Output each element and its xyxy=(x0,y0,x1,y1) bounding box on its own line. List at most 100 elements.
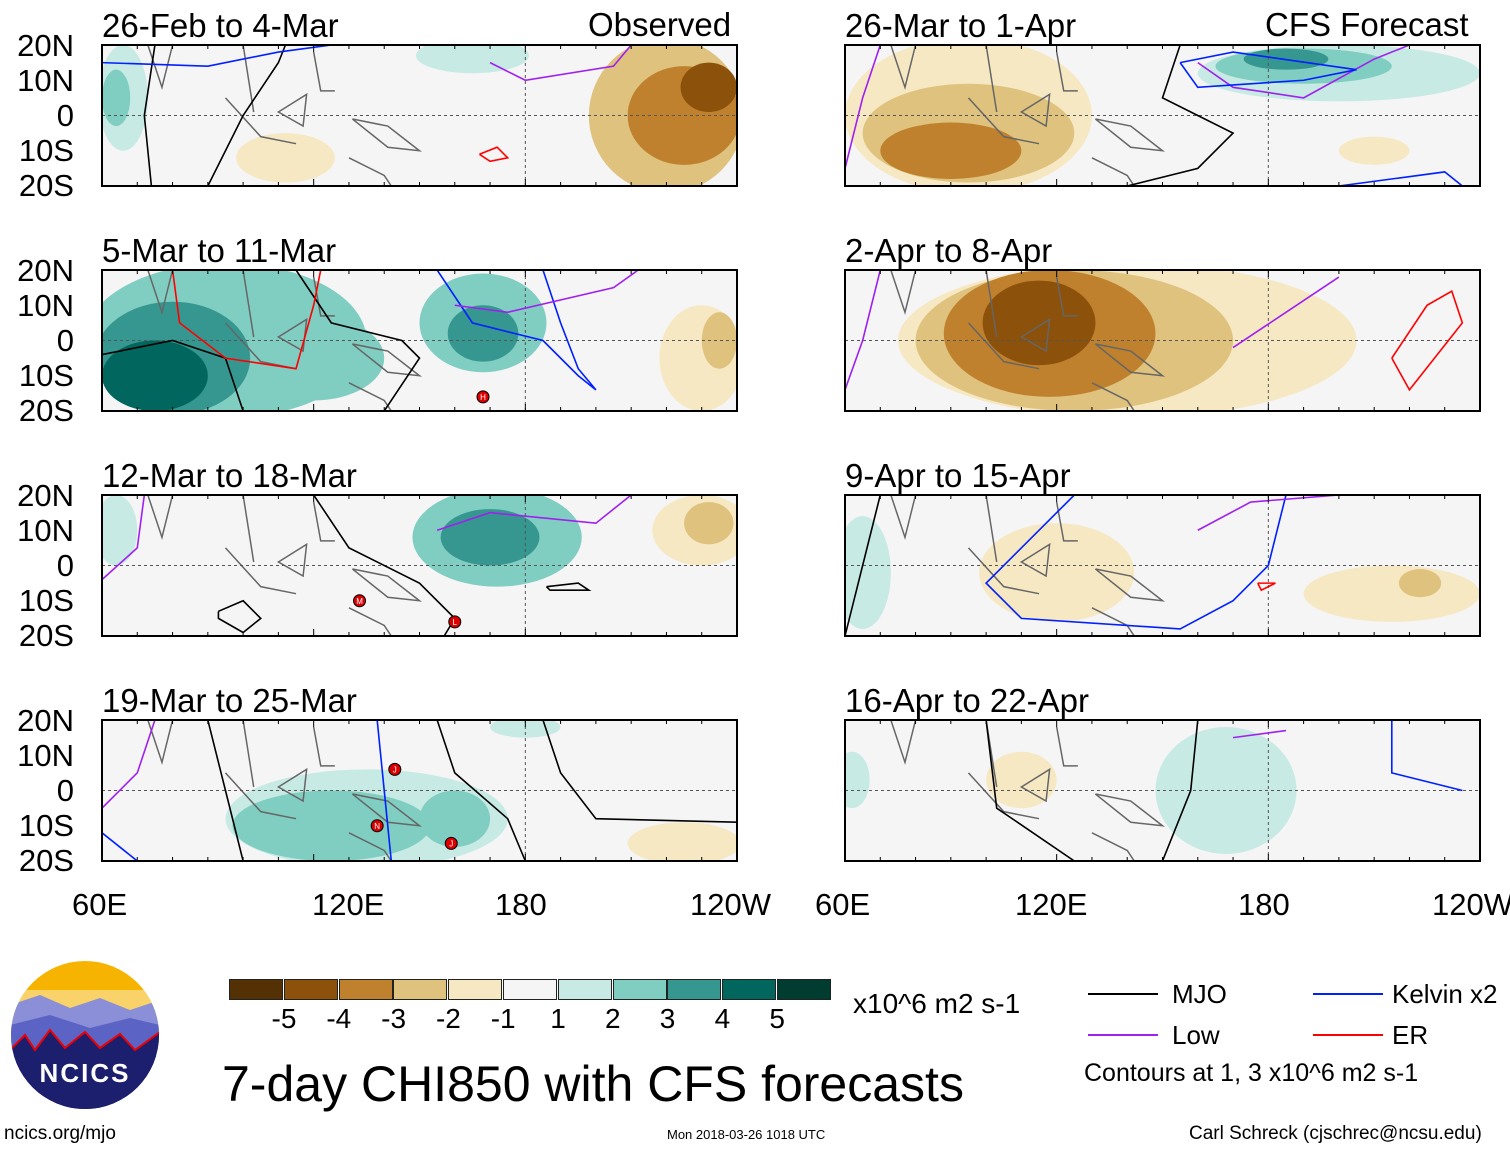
contour-kelvin xyxy=(1391,720,1463,792)
panel-title: 12-Mar to 18-Mar xyxy=(102,457,357,494)
anomaly-shading xyxy=(415,45,529,74)
footer-timestamp: Mon 2018-03-26 1018 UTC xyxy=(667,1127,826,1142)
anomaly-shading xyxy=(680,62,737,112)
contour-mjo xyxy=(545,582,592,591)
anomaly-shading xyxy=(880,122,1022,179)
contour-mjo xyxy=(436,720,527,861)
contour-mjo xyxy=(143,45,156,186)
contour-low xyxy=(102,495,146,581)
lon-label: 120W xyxy=(1432,887,1510,922)
panel-title: 5-Mar to 11-Mar xyxy=(102,232,337,269)
contour-low xyxy=(845,45,882,169)
storm-label: J xyxy=(393,765,397,774)
forecast-header: CFS Forecast xyxy=(1265,6,1469,43)
contour-kelvin xyxy=(1338,171,1463,186)
contour-mjo xyxy=(102,339,244,411)
colorbar-label: -2 xyxy=(435,1003,461,1034)
lat-label: 10S xyxy=(18,133,74,168)
lat-label: 10N xyxy=(17,63,74,98)
map-panel xyxy=(844,719,1481,862)
map-panel: J N J xyxy=(101,719,738,862)
contour-er xyxy=(171,270,322,370)
storm-label: N xyxy=(374,822,380,831)
legend-low: Low xyxy=(1172,1020,1220,1050)
observed-header: Observed xyxy=(588,6,732,43)
colorbar-label: 4 xyxy=(714,1003,731,1034)
colorbar-label: -5 xyxy=(271,1003,297,1034)
anomaly-shading xyxy=(701,312,737,369)
coastline xyxy=(147,720,423,861)
storm-label: J xyxy=(449,839,453,848)
lon-label: 180 xyxy=(495,887,547,922)
anomaly-shading xyxy=(979,523,1135,622)
anomaly-shading xyxy=(102,69,131,127)
lat-label: 20S xyxy=(18,618,74,653)
footer-author: Carl Schreck (cjschrec@ncsu.edu) xyxy=(1189,1123,1482,1144)
lat-label: 10S xyxy=(18,808,74,843)
legend-line-low xyxy=(1088,1034,1158,1036)
anomaly-shading xyxy=(1398,569,1442,598)
colorbar-swatch xyxy=(283,979,338,1000)
lat-label: 0 xyxy=(56,323,74,358)
contour-low xyxy=(436,495,632,532)
contour-kelvin xyxy=(1179,51,1357,89)
colorbar-swatch xyxy=(393,979,448,1000)
lon-label: 180 xyxy=(1238,887,1290,922)
legend-line-er xyxy=(1313,1034,1383,1036)
colorbar-swatch xyxy=(503,979,557,1000)
lat-label: 20S xyxy=(18,843,74,878)
lat-label: 0 xyxy=(56,98,74,133)
contour-low xyxy=(454,270,639,314)
map-panel xyxy=(844,269,1481,412)
storm-marker xyxy=(444,836,458,850)
panel-title: 2-Apr to 8-Apr xyxy=(845,232,1053,269)
legend-line-kelvin xyxy=(1313,993,1383,995)
contour-mjo xyxy=(985,720,1075,861)
storm-marker xyxy=(370,819,384,833)
coastline xyxy=(147,45,423,186)
contour-low xyxy=(1232,729,1287,739)
colorbar-swatch xyxy=(338,979,393,1000)
map-panel: H xyxy=(101,269,738,412)
map-panel: ML xyxy=(101,494,738,637)
contour-mjo xyxy=(1161,720,1199,861)
contour-low xyxy=(845,270,882,391)
contour-kelvin xyxy=(984,495,1287,630)
lat-label: 20S xyxy=(18,393,74,428)
anomaly-shading xyxy=(232,790,431,861)
lat-label: 20N xyxy=(17,253,74,288)
panel-title: 16-Apr to 22-Apr xyxy=(845,682,1089,719)
lat-label: 10S xyxy=(18,358,74,393)
panel-title: 9-Apr to 15-Apr xyxy=(845,457,1071,494)
storm-label: L xyxy=(453,618,458,627)
map-panel xyxy=(844,44,1481,187)
colorbar-swatch xyxy=(667,979,722,1000)
contour-er xyxy=(1257,582,1276,592)
lat-label: 20N xyxy=(17,478,74,513)
ncics-logo: NCICS xyxy=(11,961,159,1109)
legend-mjo: MJO xyxy=(1172,979,1227,1009)
contour-kelvin xyxy=(376,720,393,861)
footer-url: ncics.org/mjo xyxy=(4,1123,116,1144)
colorbar-swatch xyxy=(612,979,667,1000)
anomaly-shading xyxy=(986,751,1057,809)
anomaly-shading xyxy=(102,340,208,411)
figure-title: 7-day CHI850 with CFS forecasts xyxy=(222,1056,964,1112)
lat-label: 20S xyxy=(18,168,74,203)
anomaly-shading xyxy=(982,280,1096,366)
anomaly-shading xyxy=(684,502,734,545)
lon-label: 120W xyxy=(690,887,771,922)
contour-mjo xyxy=(217,599,262,634)
panel-title: 19-Mar to 25-Mar xyxy=(102,682,357,719)
colorbar-label: -4 xyxy=(326,1003,352,1034)
storm-label: M xyxy=(356,597,363,606)
contour-mjo xyxy=(207,720,244,861)
colorbar-label: 1 xyxy=(550,1003,566,1034)
anomaly-shading xyxy=(447,305,519,362)
anomaly-shading xyxy=(102,495,138,566)
colorbar-swatch xyxy=(557,979,612,1000)
contour-er xyxy=(1391,289,1464,392)
lat-label: 20N xyxy=(17,703,74,738)
lat-label: 20N xyxy=(17,28,74,63)
lat-label: 0 xyxy=(56,773,74,808)
